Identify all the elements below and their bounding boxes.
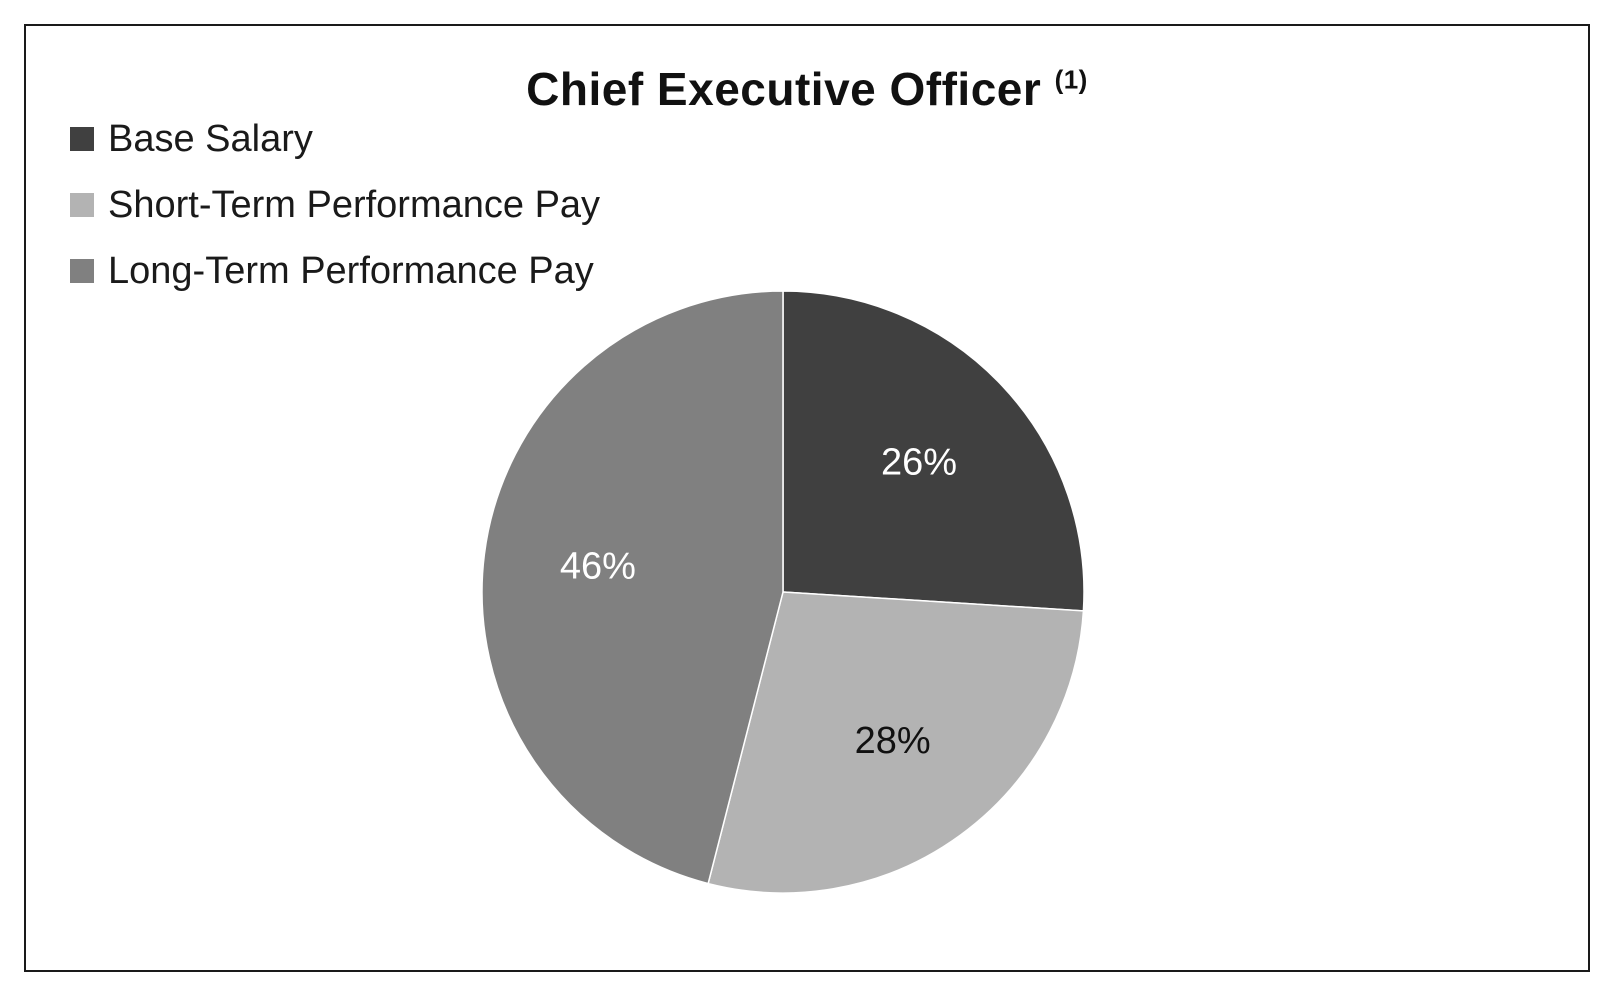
legend-label-base-salary: Base Salary bbox=[108, 117, 313, 160]
legend-swatch-base-salary bbox=[70, 127, 94, 151]
pie-label-base-salary: 26% bbox=[881, 441, 957, 483]
legend-item-base-salary: Base Salary bbox=[70, 106, 600, 172]
legend-swatch-short-term-performance-pay bbox=[70, 193, 94, 217]
legend-label-short-term-performance-pay: Short-Term Performance Pay bbox=[108, 183, 601, 226]
legend-item-short-term-performance-pay: Short-Term Performance Pay bbox=[70, 172, 600, 238]
chart-legend: Base Salary Short-Term Performance Pay L… bbox=[70, 106, 600, 304]
pie-slice-short-term-performance-pay bbox=[707, 591, 1085, 894]
pie-label-short-term-performance-pay: 28% bbox=[855, 720, 931, 762]
chart-title-text: Chief Executive Officer bbox=[526, 63, 1042, 115]
pie-label-long-term-performance-pay: 46% bbox=[560, 546, 636, 588]
legend-item-long-term-performance-pay: Long-Term Performance Pay bbox=[70, 238, 600, 304]
pie-slice-base-salary bbox=[782, 290, 1085, 612]
legend-swatch-long-term-performance-pay bbox=[70, 259, 94, 283]
pie-chart: 26% 28% 46% bbox=[481, 290, 1085, 894]
chart-frame: Chief Executive Officer (1) Base Salary … bbox=[24, 24, 1590, 972]
chart-title: Chief Executive Officer (1) bbox=[26, 62, 1588, 116]
legend-label-long-term-performance-pay: Long-Term Performance Pay bbox=[108, 249, 594, 292]
pie-slice-long-term-performance-pay bbox=[481, 290, 784, 885]
chart-title-footnote: (1) bbox=[1054, 64, 1088, 95]
